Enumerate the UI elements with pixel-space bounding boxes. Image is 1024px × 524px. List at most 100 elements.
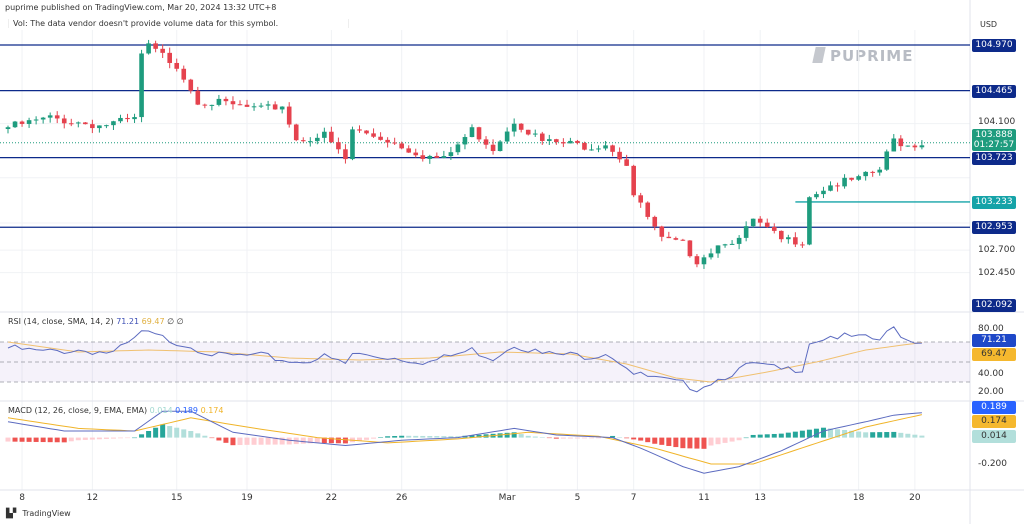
x-axis-label: 20 bbox=[909, 493, 921, 503]
candle-body bbox=[118, 117, 123, 122]
candle-body bbox=[132, 117, 137, 120]
candle-body bbox=[814, 194, 819, 198]
candle-body bbox=[800, 244, 805, 246]
candle-body bbox=[76, 122, 81, 124]
candle-body bbox=[300, 140, 306, 142]
volume-note: Vol: The data vendor doesn't provide vol… bbox=[8, 19, 350, 28]
currency-label[interactable]: USD bbox=[980, 20, 998, 29]
macd-histogram-bar bbox=[139, 434, 145, 438]
candle-body bbox=[729, 243, 735, 245]
level-price-label: 102.092 bbox=[972, 298, 1016, 312]
macd-histogram-bar bbox=[588, 437, 594, 439]
candle-body bbox=[652, 216, 658, 227]
candle-body bbox=[195, 90, 201, 105]
macd-histogram-bar bbox=[68, 437, 74, 442]
macd-histogram-bar bbox=[307, 437, 313, 444]
macd-signal-label: 0.174 bbox=[972, 415, 1016, 428]
candle-body bbox=[673, 238, 679, 240]
macd-histogram-bar bbox=[195, 433, 201, 438]
candle-body bbox=[315, 137, 320, 142]
candle-body bbox=[378, 136, 383, 140]
level-price-label: 102.953 bbox=[972, 221, 1016, 235]
x-axis-label: 11 bbox=[698, 493, 709, 503]
candle-body bbox=[561, 142, 566, 144]
macd-histogram-bar bbox=[12, 437, 18, 442]
macd-histogram-bar bbox=[652, 437, 658, 444]
macd-histogram-label: 0.014 bbox=[972, 430, 1016, 443]
macd-histogram-bar bbox=[406, 435, 412, 438]
macd-signal-line bbox=[7, 414, 923, 465]
macd-histogram-bar bbox=[835, 429, 841, 438]
candle-body bbox=[364, 130, 369, 134]
candle-body bbox=[701, 257, 707, 265]
macd-histogram-bar bbox=[448, 436, 454, 438]
macd-histogram-bar bbox=[659, 437, 665, 445]
candle-body bbox=[638, 195, 643, 203]
macd-histogram-bar bbox=[61, 437, 67, 443]
rsi-sma-line bbox=[7, 341, 922, 383]
macd-histogram-bar bbox=[863, 432, 869, 438]
macd-histogram-bar bbox=[413, 435, 419, 438]
macd-histogram-bar bbox=[328, 437, 334, 444]
candle-body bbox=[202, 104, 208, 106]
candle-body bbox=[83, 122, 88, 125]
candle-body bbox=[497, 141, 503, 152]
macd-histogram-bar bbox=[420, 435, 426, 438]
x-axis-label: 22 bbox=[326, 493, 337, 503]
candle-body bbox=[392, 142, 397, 144]
macd-histogram-bar bbox=[715, 437, 721, 445]
tradingview-logo[interactable]: ▙▘ TradingView bbox=[6, 509, 71, 519]
macd-histogram-bar bbox=[856, 431, 862, 438]
macd-histogram-bar bbox=[314, 437, 320, 443]
macd-histogram-bar bbox=[237, 437, 243, 446]
candle-body bbox=[237, 104, 243, 106]
candle-body bbox=[757, 218, 763, 223]
candle-body bbox=[223, 98, 229, 102]
macd-histogram-bar bbox=[279, 437, 285, 445]
macd-histogram-bar bbox=[342, 437, 348, 444]
level-price-label: 104.465 bbox=[972, 84, 1016, 98]
macd-histogram-bar bbox=[624, 437, 630, 439]
macd-histogram-bar bbox=[160, 424, 166, 438]
macd-histogram-bar bbox=[132, 437, 138, 439]
candle-body bbox=[912, 145, 918, 148]
macd-histogram-bar bbox=[258, 437, 264, 445]
macd-histogram-bar bbox=[216, 437, 222, 441]
macd-histogram-bar bbox=[89, 437, 95, 440]
macd-histogram-bar bbox=[174, 427, 180, 438]
macd-histogram-bar bbox=[736, 437, 742, 441]
rsi-legend: RSI (14, close, SMA, 14, 2) 71.21 69.47 … bbox=[8, 317, 184, 326]
candle-body bbox=[884, 151, 890, 170]
macd-histogram-bar bbox=[631, 437, 637, 440]
macd-histogram-bar bbox=[708, 437, 714, 446]
candle-body bbox=[547, 139, 552, 141]
macd-histogram-bar bbox=[743, 437, 749, 439]
macd-histogram-bar bbox=[757, 434, 763, 438]
candle-body bbox=[286, 106, 292, 125]
x-axis-label: 5 bbox=[575, 493, 581, 503]
candle-body bbox=[462, 137, 468, 145]
candle-body bbox=[265, 104, 271, 106]
macd-histogram-bar bbox=[371, 437, 377, 439]
candle-body bbox=[645, 202, 651, 217]
current-price-label: 103.888 01:27:57 bbox=[972, 129, 1016, 151]
candle-body bbox=[659, 226, 665, 237]
candle-body bbox=[448, 152, 454, 157]
rsi-tick: 40.00 bbox=[978, 369, 1004, 379]
candle-body bbox=[12, 121, 18, 128]
macd-histogram-bar bbox=[110, 437, 116, 439]
macd-histogram-bar bbox=[125, 437, 131, 439]
macd-histogram-bar bbox=[750, 434, 756, 438]
current-price: 103.888 bbox=[975, 130, 1013, 140]
candle-body bbox=[5, 127, 11, 130]
bar-countdown: 01:27:57 bbox=[973, 140, 1015, 150]
x-axis-label: 26 bbox=[396, 493, 408, 503]
macd-histogram-bar bbox=[321, 437, 327, 444]
candle-body bbox=[385, 139, 390, 143]
macd-histogram-bar bbox=[785, 432, 791, 438]
candle-body bbox=[856, 176, 861, 180]
macd-histogram-bar bbox=[476, 434, 482, 438]
candle-body bbox=[877, 169, 883, 173]
candle-body bbox=[90, 124, 95, 129]
